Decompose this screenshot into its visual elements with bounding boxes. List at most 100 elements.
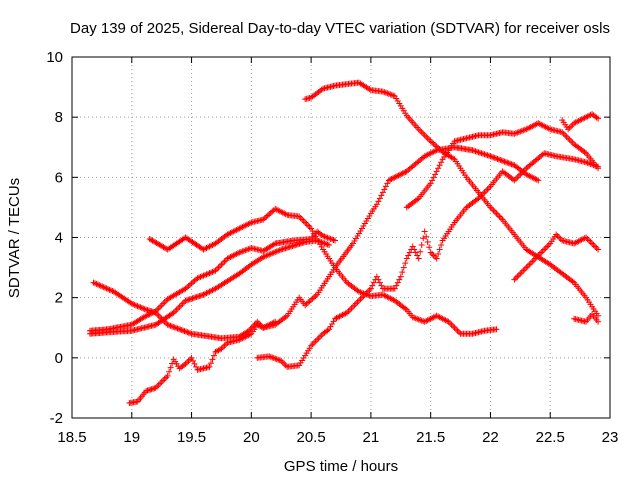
data-point bbox=[432, 142, 439, 149]
data-point bbox=[448, 321, 455, 328]
data-point bbox=[360, 222, 367, 229]
data-point bbox=[482, 151, 489, 158]
data-point bbox=[427, 138, 434, 145]
data-point bbox=[491, 154, 498, 161]
data-point bbox=[526, 261, 533, 268]
data-point bbox=[216, 263, 223, 270]
data-point bbox=[355, 230, 362, 237]
data-point bbox=[267, 209, 274, 216]
x-tick-label: 18.5 bbox=[57, 429, 86, 446]
data-point bbox=[454, 327, 461, 334]
data-point bbox=[411, 246, 418, 253]
data-point bbox=[583, 159, 590, 166]
data-point bbox=[166, 368, 173, 375]
data-point bbox=[530, 257, 537, 264]
data-point bbox=[512, 275, 519, 282]
data-point bbox=[160, 300, 167, 307]
data-point bbox=[309, 295, 316, 302]
data-point bbox=[311, 339, 318, 346]
data-point bbox=[270, 241, 277, 248]
data-point bbox=[302, 219, 309, 226]
data-point bbox=[376, 195, 383, 202]
data-point bbox=[167, 322, 174, 329]
data-point bbox=[493, 326, 500, 333]
data-point bbox=[595, 115, 602, 122]
data-point bbox=[315, 238, 322, 245]
data-point bbox=[185, 329, 192, 336]
data-point bbox=[321, 233, 328, 240]
data-point bbox=[317, 333, 324, 340]
data-point bbox=[488, 205, 495, 212]
data-point bbox=[388, 175, 395, 182]
data-point bbox=[260, 216, 267, 223]
data-point bbox=[221, 342, 228, 349]
data-point bbox=[180, 327, 187, 334]
data-point bbox=[152, 384, 159, 391]
data-point bbox=[323, 240, 330, 247]
data-point bbox=[584, 236, 591, 243]
data-point bbox=[581, 235, 588, 242]
data-point bbox=[327, 235, 334, 242]
data-point bbox=[175, 305, 182, 312]
data-point bbox=[245, 246, 252, 253]
data-point bbox=[324, 234, 331, 241]
data-point bbox=[357, 289, 364, 296]
data-point bbox=[411, 162, 418, 169]
data-point bbox=[382, 89, 389, 96]
data-point bbox=[263, 213, 270, 220]
data-point bbox=[473, 196, 480, 203]
series-track-10 bbox=[559, 111, 602, 133]
data-point bbox=[485, 184, 492, 191]
data-point bbox=[140, 305, 147, 312]
data-point bbox=[164, 321, 171, 328]
data-point bbox=[206, 363, 213, 370]
data-point bbox=[174, 325, 181, 332]
data-point bbox=[273, 356, 280, 363]
data-point bbox=[484, 152, 491, 159]
data-point bbox=[234, 250, 241, 257]
data-point bbox=[595, 318, 602, 325]
data-point bbox=[387, 176, 394, 183]
y-tick-label: -2 bbox=[50, 410, 63, 427]
data-point bbox=[303, 300, 310, 307]
data-point bbox=[135, 303, 142, 310]
data-point bbox=[412, 315, 419, 322]
data-point bbox=[178, 327, 185, 334]
data-point bbox=[435, 251, 442, 258]
data-point bbox=[568, 138, 575, 145]
data-point bbox=[427, 180, 434, 187]
data-point bbox=[392, 173, 399, 180]
data-point bbox=[375, 198, 382, 205]
data-point bbox=[592, 243, 599, 250]
data-point bbox=[266, 353, 273, 360]
data-point bbox=[324, 241, 331, 248]
data-point bbox=[317, 241, 324, 248]
data-point bbox=[157, 303, 164, 310]
data-point bbox=[451, 324, 458, 331]
data-point bbox=[209, 356, 216, 363]
data-point bbox=[545, 242, 552, 249]
data-point bbox=[533, 176, 540, 183]
data-point bbox=[529, 258, 536, 265]
data-point bbox=[266, 251, 273, 258]
data-point bbox=[496, 213, 503, 220]
x-tick-label: 19.5 bbox=[177, 429, 206, 446]
data-point bbox=[593, 114, 600, 121]
data-point bbox=[511, 276, 518, 283]
data-point bbox=[324, 327, 331, 334]
data-point bbox=[438, 159, 445, 166]
data-point bbox=[595, 165, 602, 172]
data-point bbox=[182, 328, 189, 335]
data-point bbox=[207, 360, 214, 367]
data-point bbox=[173, 306, 180, 313]
x-tick-label: 21 bbox=[363, 429, 380, 446]
data-point bbox=[394, 173, 401, 180]
data-point bbox=[282, 211, 289, 218]
data-point bbox=[263, 252, 270, 259]
data-point bbox=[517, 128, 524, 135]
data-point bbox=[379, 88, 386, 95]
x-tick-label: 20 bbox=[243, 429, 260, 446]
data-point bbox=[270, 355, 277, 362]
data-point bbox=[191, 360, 198, 367]
data-point bbox=[438, 242, 445, 249]
